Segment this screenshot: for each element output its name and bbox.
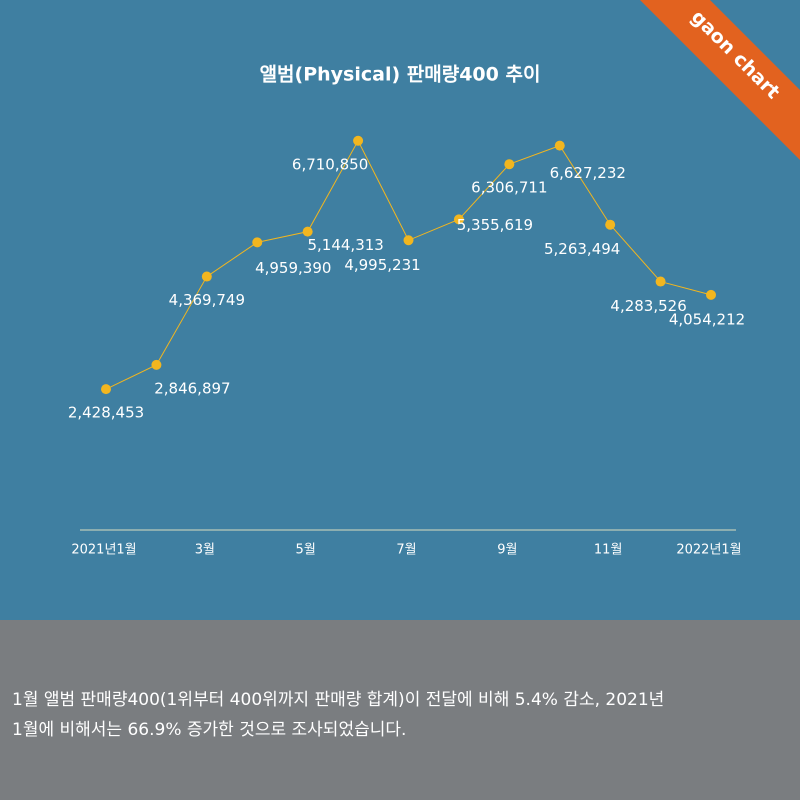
point <box>403 235 414 246</box>
data-label: 2,846,897 <box>154 379 230 397</box>
x-tick-label: 2022년1월 <box>676 543 741 558</box>
data-label: 6,306,711 <box>471 179 547 197</box>
chart-title: 앨범(Physical) 판매량400 추이 <box>260 64 541 86</box>
point <box>353 135 364 146</box>
chart-panel <box>0 0 800 620</box>
caption-panel: 1월 앨범 판매량400(1위부터 400위까지 판매량 합계)이 전달에 비해… <box>0 620 800 800</box>
data-label: 5,144,313 <box>307 236 383 254</box>
point <box>605 219 616 230</box>
x-tick-label: 2021년1월 <box>71 543 136 558</box>
x-tick-label: 11월 <box>594 543 623 558</box>
point <box>201 271 212 282</box>
point <box>302 226 313 237</box>
data-label: 4,369,749 <box>169 291 245 309</box>
point <box>706 289 716 300</box>
data-label: 5,355,619 <box>457 216 533 234</box>
x-tick-label: 3월 <box>195 543 215 558</box>
data-label: 2,428,453 <box>68 404 144 422</box>
data-label: 6,710,850 <box>292 155 368 173</box>
point <box>554 140 565 151</box>
chart: gaon chart 앨범(Physical) 판매량400 추이 2021년1… <box>68 0 800 558</box>
data-label: 4,283,526 <box>610 297 686 315</box>
point <box>655 276 666 287</box>
point <box>453 214 464 225</box>
point <box>101 384 111 395</box>
x-tick-label: 7월 <box>396 543 416 558</box>
x-tick-label: 5월 <box>296 543 316 558</box>
caption-line: 1월 앨범 판매량400(1위부터 400위까지 판매량 합계)이 전달에 비해… <box>12 690 665 710</box>
data-label: 5,263,494 <box>544 240 620 258</box>
badge-ribbon <box>640 0 800 160</box>
x-tick-label: 9월 <box>497 543 517 558</box>
data-label: 4,054,212 <box>669 310 745 328</box>
caption-line: 1월에 비해서는 66.9% 증가한 것으로 조사되었습니다. <box>12 720 407 740</box>
data-label: 4,959,390 <box>255 259 331 277</box>
data-label: 6,627,232 <box>550 164 626 182</box>
point <box>252 237 263 248</box>
point <box>151 359 162 370</box>
point <box>504 159 515 170</box>
data-label: 4,995,231 <box>344 256 420 274</box>
